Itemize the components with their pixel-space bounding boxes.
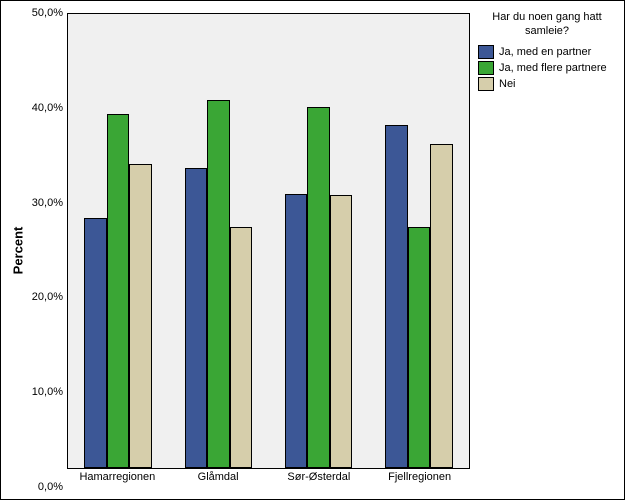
- y-axis-label: Percent: [11, 226, 26, 274]
- bar: [185, 168, 208, 468]
- bars-layer: [68, 14, 469, 468]
- y-tick-label: 10,0%: [32, 386, 63, 398]
- y-tick-label: 0,0%: [38, 481, 63, 493]
- legend-label: Ja, med en partner: [499, 46, 591, 58]
- legend-swatch: [478, 77, 494, 91]
- legend-label: Ja, med flere partnere: [499, 62, 607, 74]
- x-tick-labels: Hamarregionen Glåmdal Sør-Østerdal Fjellreg…: [67, 469, 470, 487]
- bar: [408, 227, 431, 468]
- legend-item: Nei: [478, 77, 616, 91]
- legend-items: Ja, med en partner Ja, med flere partnere…: [478, 45, 616, 91]
- plot-area: [67, 13, 470, 469]
- plot-wrap: Hamarregionen Glåmdal Sør-Østerdal Fjellreg…: [67, 13, 470, 487]
- bar: [385, 125, 408, 468]
- y-tick-label: 20,0%: [32, 291, 63, 303]
- legend: Har du noen gang hatt samleie? Ja, med e…: [474, 1, 624, 499]
- bar: [307, 107, 330, 468]
- x-tick-label: Fjellregionen: [388, 471, 451, 483]
- bar: [207, 100, 230, 468]
- x-tick-label: Hamarregionen: [79, 471, 155, 483]
- x-tick-label: Sør-Østerdal: [287, 471, 350, 483]
- chart-container: Percent 0,0% 10,0% 20,0% 30,0% 40,0% 50,0% Ha…: [0, 0, 625, 500]
- y-tick-labels: 0,0%10,0%20,0%30,0%40,0%50,0%: [27, 13, 67, 487]
- x-tick-label: Glåmdal: [198, 471, 239, 483]
- legend-item: Ja, med en partner: [478, 45, 616, 59]
- bar: [84, 218, 107, 468]
- bar: [430, 144, 453, 468]
- y-tick-label: 30,0%: [32, 197, 63, 209]
- y-tick-label: 50,0%: [32, 7, 63, 19]
- bar: [107, 114, 130, 468]
- legend-item: Ja, med flere partnere: [478, 61, 616, 75]
- legend-title: Har du noen gang hatt samleie?: [478, 11, 616, 39]
- legend-swatch: [478, 45, 494, 59]
- bar: [230, 227, 253, 468]
- bar: [129, 164, 152, 468]
- y-tick-label: 40,0%: [32, 102, 63, 114]
- bar: [285, 194, 308, 468]
- y-axis-label-col: Percent: [9, 13, 27, 487]
- legend-label: Nei: [499, 78, 516, 90]
- bar: [330, 195, 353, 468]
- legend-swatch: [478, 61, 494, 75]
- chart-column: Percent 0,0% 10,0% 20,0% 30,0% 40,0% 50,0% Ha…: [1, 1, 474, 499]
